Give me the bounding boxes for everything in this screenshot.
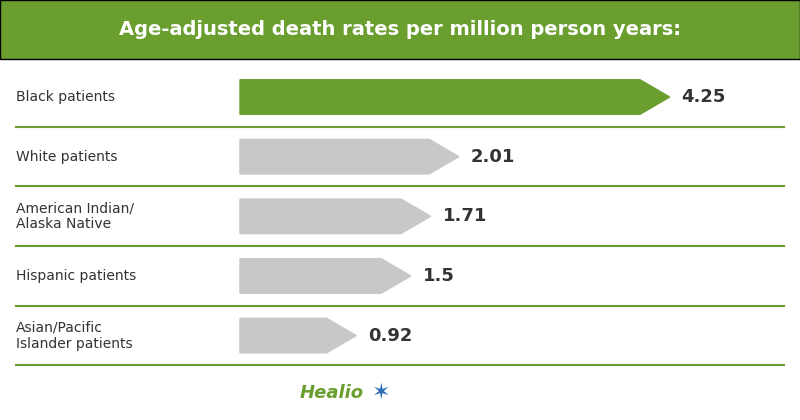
Text: Asian/Pacific
Islander patients: Asian/Pacific Islander patients (16, 320, 133, 351)
Text: American Indian/
Alaska Native: American Indian/ Alaska Native (16, 201, 134, 231)
Text: White patients: White patients (16, 150, 118, 164)
Polygon shape (240, 139, 459, 174)
Polygon shape (240, 199, 430, 234)
Text: 1.5: 1.5 (423, 267, 454, 285)
Text: Healio: Healio (300, 384, 364, 402)
Polygon shape (240, 318, 356, 353)
Text: Black patients: Black patients (16, 90, 115, 104)
Text: Age-adjusted death rates per million person years:: Age-adjusted death rates per million per… (119, 20, 681, 39)
Polygon shape (240, 80, 670, 114)
FancyBboxPatch shape (0, 0, 800, 59)
Text: 2.01: 2.01 (471, 148, 515, 165)
Polygon shape (240, 259, 411, 293)
Text: 1.71: 1.71 (442, 207, 487, 225)
Text: 4.25: 4.25 (682, 88, 726, 106)
Text: ✶: ✶ (372, 383, 390, 403)
Text: 0.92: 0.92 (368, 327, 413, 344)
Text: Hispanic patients: Hispanic patients (16, 269, 136, 283)
